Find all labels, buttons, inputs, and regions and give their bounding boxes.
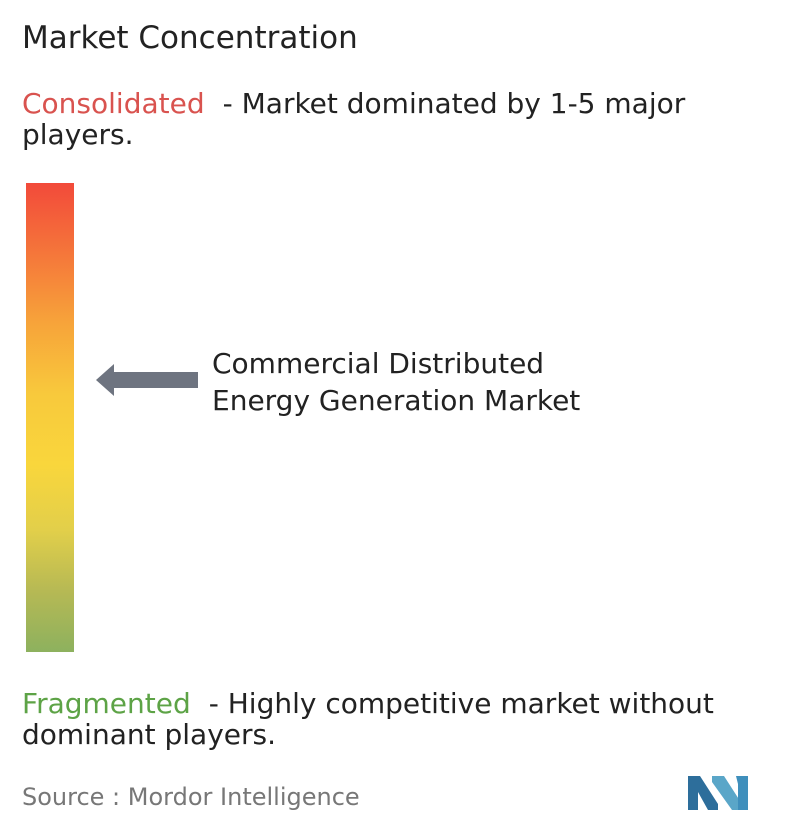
consolidated-term: Consolidated xyxy=(22,87,205,120)
fragmented-term: Fragmented xyxy=(22,687,191,720)
fragmented-description: Fragmented - Highly competitive market wi… xyxy=(22,688,782,750)
mordor-intelligence-logo-icon xyxy=(688,776,748,810)
source-label: Source : Mordor Intelligence xyxy=(22,783,360,811)
fragmented-text: - Highly competitive market without domi… xyxy=(22,687,714,751)
consolidated-text: - Market dominated by 1-5 major players. xyxy=(22,87,686,151)
market-label: Commercial Distributed Energy Generation… xyxy=(212,345,652,419)
arrow-head xyxy=(96,364,114,396)
consolidated-description: Consolidated - Market dominated by 1-5 ma… xyxy=(22,88,782,150)
concentration-gradient-bar xyxy=(26,183,74,652)
arrow-shaft xyxy=(112,372,198,388)
chart-title: Market Concentration xyxy=(22,20,358,56)
market-label-line-2: Energy Generation Market xyxy=(212,383,581,417)
market-label-line-1: Commercial Distributed xyxy=(212,346,545,380)
